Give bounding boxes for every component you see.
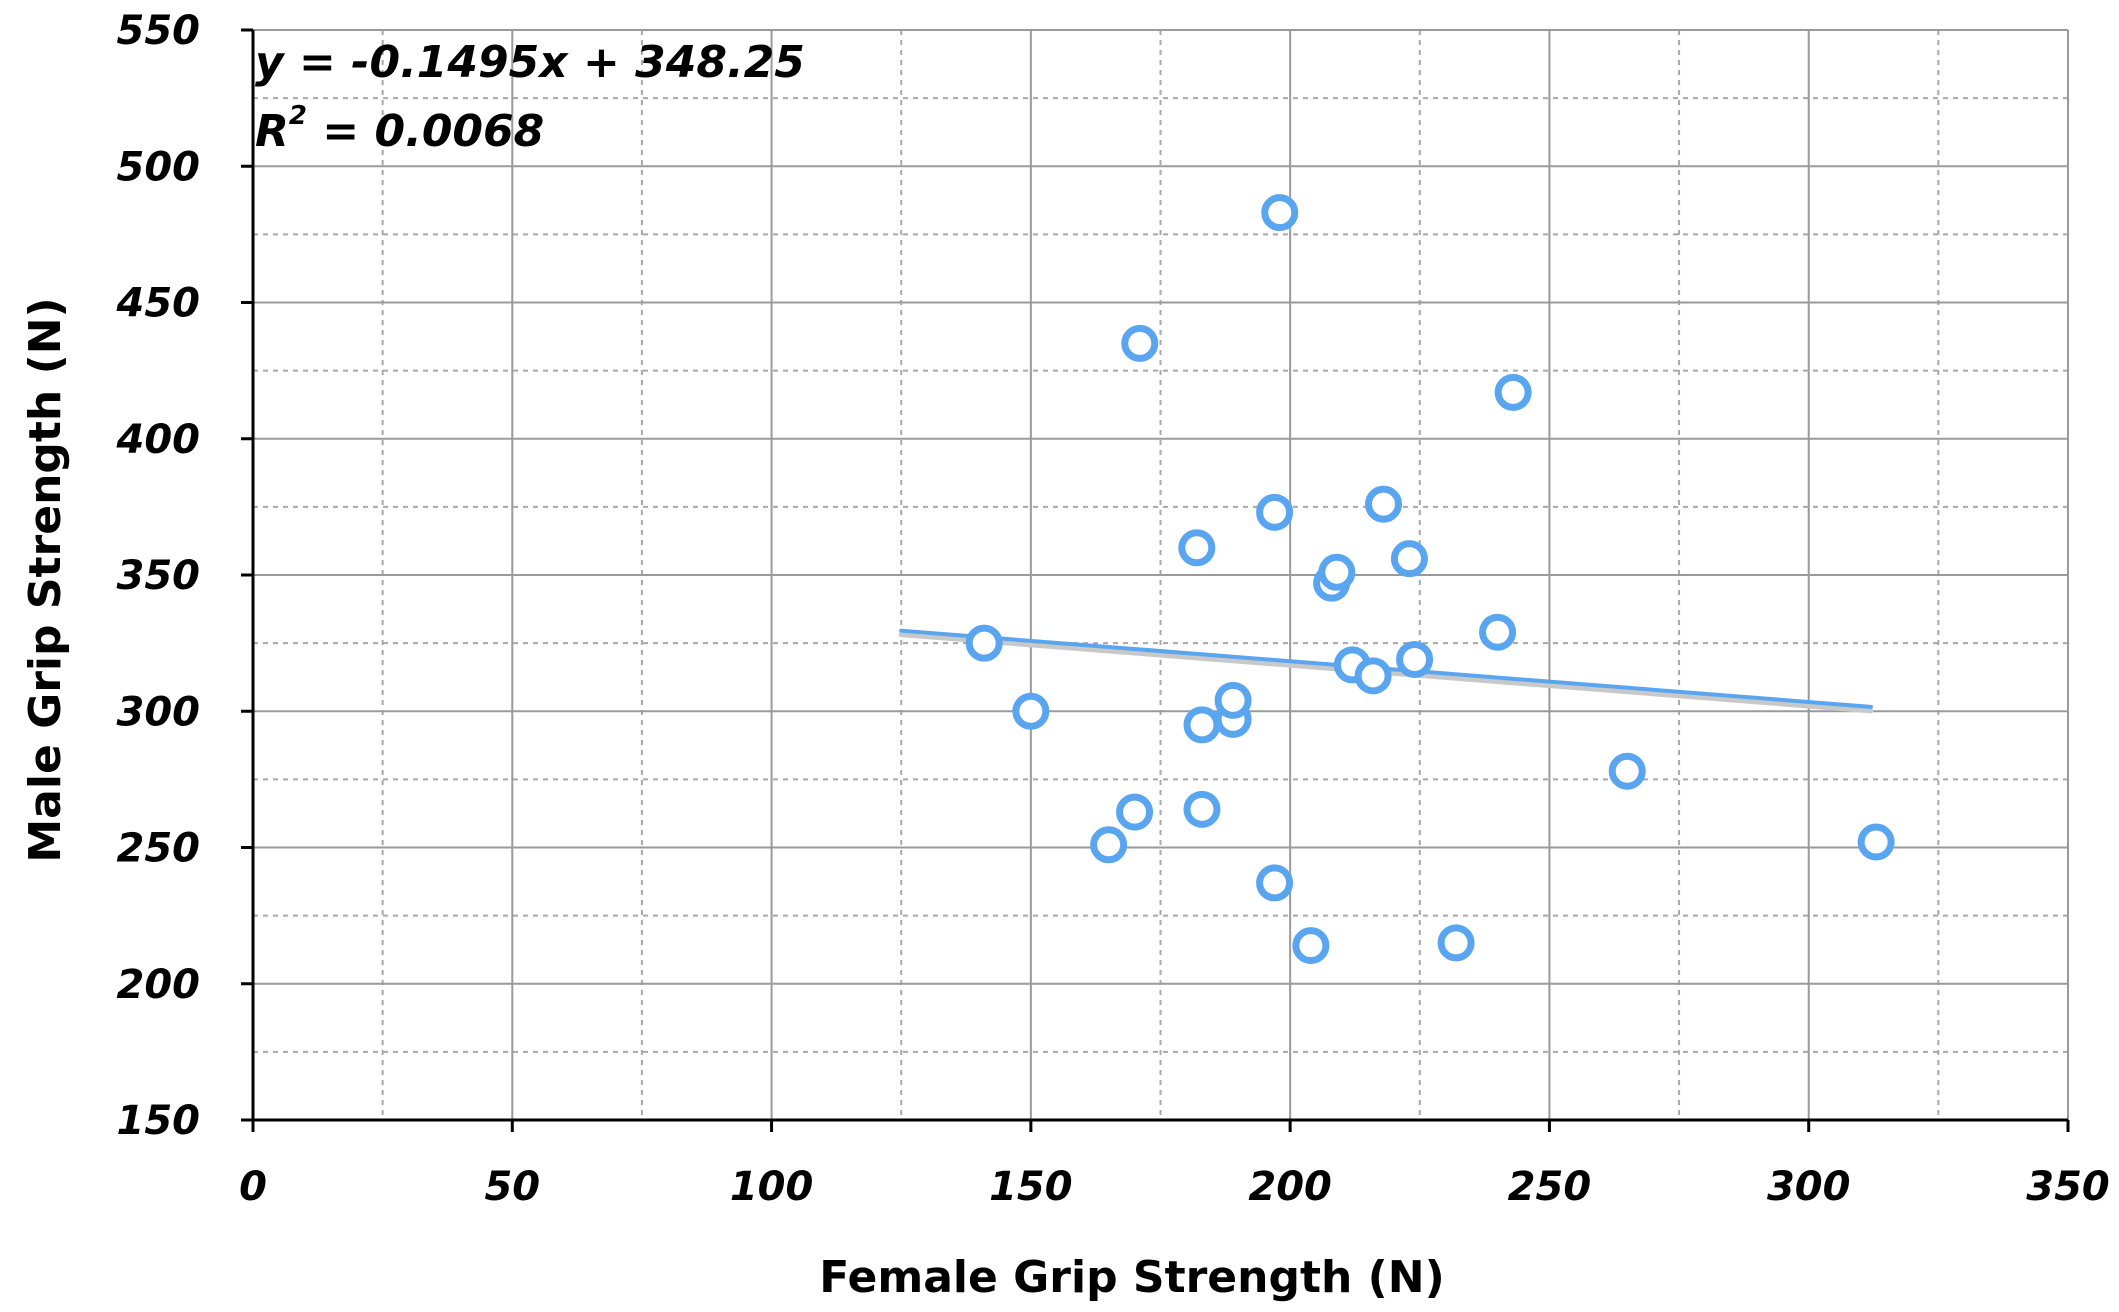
data-point bbox=[1116, 793, 1154, 831]
data-point bbox=[1183, 790, 1221, 828]
x-tick-label: 200 bbox=[1248, 1164, 1332, 1210]
data-point bbox=[1261, 194, 1299, 232]
data-point bbox=[1090, 826, 1128, 864]
y-tick-labels: 150 200 250 300 350 400 450 500 550 bbox=[116, 8, 201, 1144]
r-squared-label: R2 = 0.0068 bbox=[255, 101, 544, 157]
y-tick-label: 200 bbox=[117, 962, 201, 1008]
y-axis-title: Male Grip Strength (N) bbox=[20, 297, 71, 862]
data-point bbox=[1396, 640, 1434, 678]
y-tick-label: 150 bbox=[117, 1098, 201, 1144]
y-tick-label: 400 bbox=[116, 417, 201, 463]
data-point bbox=[1121, 324, 1159, 362]
y-tick-label: 550 bbox=[117, 8, 201, 54]
r-squared-prefix: R bbox=[255, 106, 289, 157]
y-tick-label: 450 bbox=[116, 281, 201, 327]
data-point bbox=[1292, 927, 1330, 965]
data-point bbox=[1256, 493, 1294, 531]
x-tick-label: 350 bbox=[2026, 1164, 2110, 1210]
trendline-equation: y = -0.1495x + 348.25 bbox=[255, 37, 805, 88]
data-point bbox=[1178, 529, 1216, 567]
axes bbox=[241, 28, 2070, 1132]
x-tick-label: 100 bbox=[730, 1164, 814, 1210]
data-point bbox=[965, 624, 1003, 662]
gridlines bbox=[253, 29, 2069, 1120]
x-tick-label: 250 bbox=[1508, 1164, 1592, 1210]
x-tick-label: 150 bbox=[989, 1164, 1073, 1210]
x-tick-label: 300 bbox=[1767, 1164, 1851, 1210]
data-point bbox=[1183, 706, 1221, 744]
r-squared-value: = 0.0068 bbox=[307, 106, 544, 157]
data-point bbox=[1012, 692, 1050, 730]
x-tick-label: 50 bbox=[484, 1164, 540, 1210]
x-axis-title: Female Grip Strength (N) bbox=[819, 1252, 1444, 1303]
x-tick-labels: 0 50 100 150 200 250 300 350 bbox=[239, 1164, 2110, 1210]
r-squared-superscript: 2 bbox=[289, 101, 307, 131]
data-point bbox=[1318, 553, 1356, 591]
data-point bbox=[1494, 373, 1532, 411]
data-point bbox=[1857, 823, 1895, 861]
y-tick-label: 500 bbox=[117, 144, 201, 190]
data-point bbox=[1437, 924, 1475, 962]
data-point bbox=[1479, 613, 1517, 651]
data-point bbox=[1608, 752, 1646, 790]
data-point bbox=[1256, 864, 1294, 902]
y-tick-label: 350 bbox=[117, 553, 201, 599]
data-point bbox=[1390, 540, 1428, 578]
data-point bbox=[1354, 657, 1392, 695]
x-tick-label: 0 bbox=[239, 1164, 267, 1210]
y-tick-label: 250 bbox=[117, 826, 201, 872]
data-point bbox=[1364, 485, 1402, 523]
data-points bbox=[965, 194, 1895, 965]
data-point bbox=[1214, 681, 1252, 719]
y-tick-label: 300 bbox=[117, 689, 201, 735]
